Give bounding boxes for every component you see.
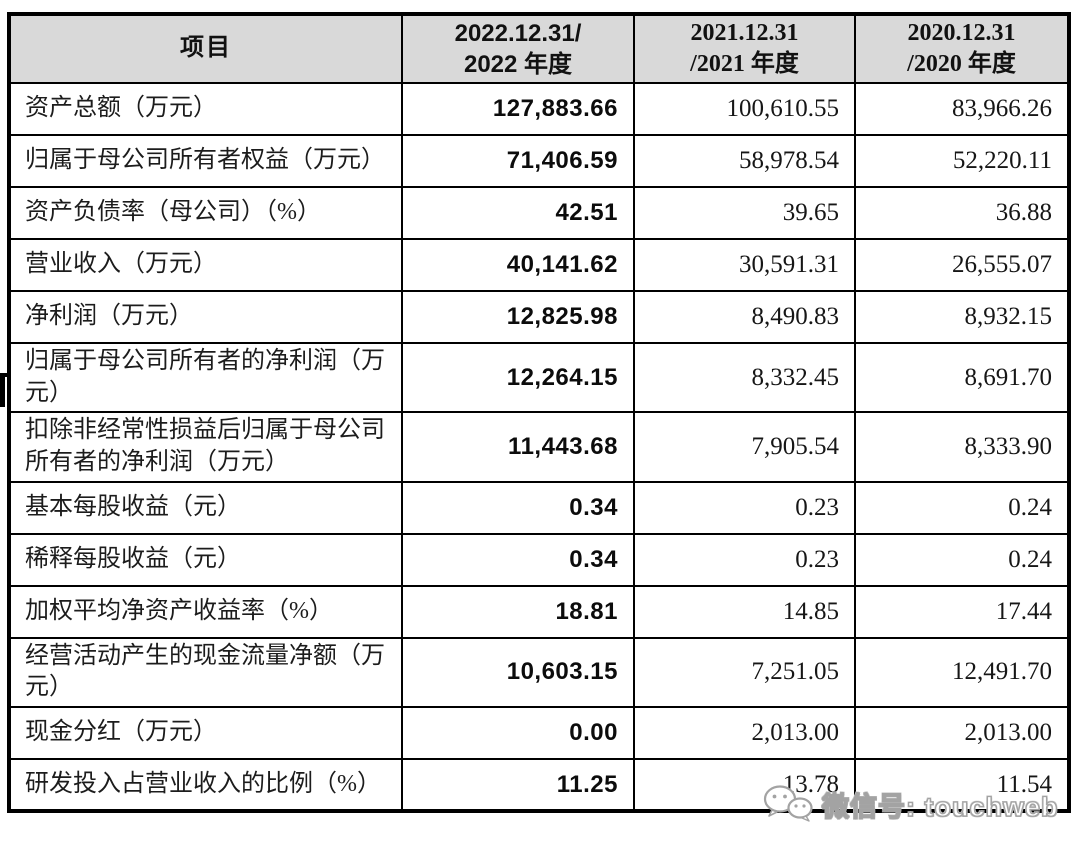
- financial-summary-table: 项目 2022.12.31/ 2022 年度 2021.12.31 /2021 …: [7, 12, 1071, 814]
- col-header-2021: 2021.12.31 /2021 年度: [633, 13, 856, 84]
- row-label: 归属于母公司所有者的净利润（万元）: [8, 341, 403, 414]
- table-row-net-profit: 净利润（万元） 12,825.98 8,490.83 8,932.15: [8, 290, 1070, 344]
- col-header-item-label: 项目: [180, 35, 232, 62]
- row-label: 经营活动产生的现金流量净额（万元）: [8, 636, 403, 709]
- value-2022: 0.00: [401, 706, 635, 761]
- wechat-icon: [763, 785, 813, 822]
- value-2020: 36.88: [854, 186, 1070, 240]
- value-2020: 0.24: [854, 480, 1070, 535]
- value-2021: 39.65: [633, 186, 856, 240]
- value-2022: 11.25: [401, 758, 635, 813]
- col-header-2020-line2: /2020 年度: [907, 51, 1016, 77]
- row-label: 加权平均净资产收益率（%）: [8, 584, 403, 639]
- table-row-basic-eps: 基本每股收益（元） 0.34 0.23 0.24: [8, 480, 1070, 535]
- col-header-2021-line2: /2021 年度: [690, 51, 799, 77]
- col-header-2022-line2: 2022 年度: [463, 51, 573, 78]
- row-label: 营业收入（万元）: [8, 238, 403, 292]
- value-2022: 10,603.15: [401, 636, 635, 709]
- col-header-2022: 2022.12.31/ 2022 年度: [401, 13, 635, 84]
- col-header-item: 项目: [8, 13, 403, 84]
- col-header-2021-line1: 2021.12.31: [690, 19, 799, 46]
- table-row-parent-equity: 归属于母公司所有者权益（万元） 71,406.59 58,978.54 52,2…: [8, 134, 1070, 188]
- table-row-total-assets: 资产总额（万元） 127,883.66 100,610.55 83,966.26: [8, 82, 1070, 136]
- col-header-2022-line1: 2022.12.31/: [454, 19, 582, 47]
- value-2022: 11,443.68: [401, 411, 635, 483]
- value-2021: 7,905.54: [633, 411, 856, 483]
- value-2020: 11.54: [854, 758, 1070, 813]
- row-label: 资产负债率（母公司）（%）: [8, 186, 403, 240]
- value-2020: 17.44: [854, 584, 1070, 639]
- row-label: 现金分红（万元）: [8, 706, 403, 761]
- col-header-2020: 2020.12.31 /2020 年度: [854, 13, 1070, 84]
- value-2020: 83,966.26: [854, 82, 1070, 136]
- value-2021: 14.85: [633, 584, 856, 639]
- value-2022: 0.34: [401, 480, 635, 535]
- table-row-weighted-roe: 加权平均净资产收益率（%） 18.81 14.85 17.44: [8, 584, 1070, 639]
- value-2022: 42.51: [401, 186, 635, 240]
- value-2022: 127,883.66: [401, 82, 635, 136]
- value-2021: 58,978.54: [633, 134, 856, 188]
- value-2020: 0.24: [854, 532, 1070, 587]
- value-2021: 8,332.45: [633, 341, 856, 414]
- value-2022: 12,264.15: [401, 341, 635, 414]
- value-2022: 40,141.62: [401, 238, 635, 292]
- value-2021: 30,591.31: [633, 238, 856, 292]
- value-2020: 26,555.07: [854, 238, 1070, 292]
- table-row-operating-cash-flow: 经营活动产生的现金流量净额（万元） 10,603.15 7,251.05 12,…: [8, 636, 1070, 709]
- table-row-parent-net-profit: 归属于母公司所有者的净利润（万元） 12,264.15 8,332.45 8,6…: [8, 341, 1070, 414]
- row-label: 扣除非经常性损益后归属于母公司所有者的净利润（万元）: [8, 411, 403, 483]
- value-2021: 0.23: [633, 532, 856, 587]
- row-label: 研发投入占营业收入的比例（%）: [8, 758, 403, 813]
- col-header-2020-line1: 2020.12.31: [907, 19, 1016, 46]
- table-row-deducted-net-profit: 扣除非经常性损益后归属于母公司所有者的净利润（万元） 11,443.68 7,9…: [8, 411, 1070, 483]
- header-row: 项目 2022.12.31/ 2022 年度 2021.12.31 /2021 …: [8, 13, 1070, 84]
- value-2021: 7,251.05: [633, 636, 856, 709]
- table-row-cash-dividend: 现金分红（万元） 0.00 2,013.00 2,013.00: [8, 706, 1070, 761]
- row-label: 稀释每股收益（元）: [8, 532, 403, 587]
- row-label: 净利润（万元）: [8, 290, 403, 344]
- value-2022: 0.34: [401, 532, 635, 587]
- watermark: 微信号: touchweb: [762, 780, 1059, 828]
- value-2020: 2,013.00: [854, 706, 1070, 761]
- value-2020: 12,491.70: [854, 636, 1070, 709]
- value-2022: 18.81: [401, 584, 635, 639]
- table-row-debt-ratio: 资产负债率（母公司）（%） 42.51 39.65 36.88: [8, 186, 1070, 240]
- value-2020: 52,220.11: [854, 134, 1070, 188]
- value-2021: 100,610.55: [633, 82, 856, 136]
- value-2020: 8,932.15: [854, 290, 1070, 344]
- row-label: 基本每股收益（元）: [8, 480, 403, 535]
- row-label: 归属于母公司所有者权益（万元）: [8, 134, 403, 188]
- value-2021: 8,490.83: [633, 290, 856, 344]
- value-2021: 2,013.00: [633, 706, 856, 761]
- table-row-revenue: 营业收入（万元） 40,141.62 30,591.31 26,555.07: [8, 238, 1070, 292]
- value-2020: 8,333.90: [854, 411, 1070, 483]
- value-2022: 71,406.59: [401, 134, 635, 188]
- table-row-rd-ratio: 研发投入占营业收入的比例（%） 11.25 13.78 11.54: [8, 758, 1070, 813]
- table-row-diluted-eps: 稀释每股收益（元） 0.34 0.23 0.24: [8, 532, 1070, 587]
- watermark-text: 微信号: touchweb: [821, 791, 1059, 822]
- scan-edge-mark: [0, 373, 13, 407]
- value-2020: 8,691.70: [854, 341, 1070, 414]
- value-2022: 12,825.98: [401, 290, 635, 344]
- value-2021: 0.23: [633, 480, 856, 535]
- row-label: 资产总额（万元）: [8, 82, 403, 136]
- value-2021: 13.78: [633, 758, 856, 813]
